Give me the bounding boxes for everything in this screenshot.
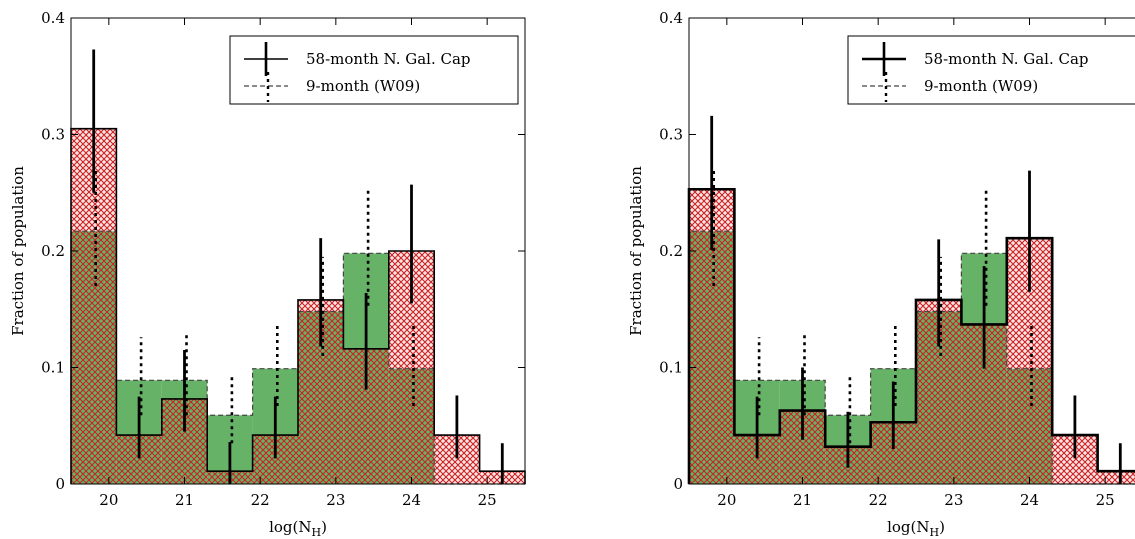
legend-label-observed: 58-month N. Gal. Cap (924, 50, 1089, 68)
overlap-bar-0 (71, 231, 117, 484)
overlap-bar-7 (388, 368, 435, 484)
observed-excess-bar-9 (1097, 471, 1135, 484)
y-tick-label-1: 0.1 (659, 359, 683, 377)
y-axis-label: Fraction of population (9, 166, 27, 336)
y-tick-label-3: 0.3 (41, 126, 65, 144)
x-tick-label-4: 24 (1020, 491, 1039, 509)
y-tick-label-4: 0.4 (659, 9, 683, 27)
x-tick-label-3: 23 (326, 491, 345, 509)
y-tick-label-3: 0.3 (659, 126, 683, 144)
overlap-bar-7 (1006, 368, 1053, 484)
legend-label-reference: 9-month (W09) (306, 77, 420, 95)
chart-panel-right: 0 0.1 0.2 0.3 0.4 20 21 22 23 24 25 log(NH) Fraction… (627, 9, 1135, 539)
x-tick-label-1: 21 (793, 491, 812, 509)
x-tick-label-2: 22 (251, 491, 270, 509)
y-tick-label-2: 0.2 (41, 242, 65, 260)
legend-box (847, 35, 1135, 105)
x-tick-label-0: 20 (717, 491, 736, 509)
x-tick-label-5: 25 (1096, 491, 1115, 509)
x-tick-label-2: 22 (869, 491, 888, 509)
chart-panel-left: 0 0.1 0.2 0.3 0.4 20 21 22 23 24 25 log(NH) Fraction… (9, 9, 526, 539)
overlap-bar-0 (689, 231, 735, 484)
x-tick-label-0: 20 (99, 491, 118, 509)
x-tick-label-4: 24 (402, 491, 421, 509)
y-tick-label-4: 0.4 (41, 9, 65, 27)
legend: 58-month N. Gal. Cap 9-month (W09) (229, 35, 519, 105)
y-tick-label-0: 0 (55, 475, 65, 493)
x-tick-label-3: 23 (944, 491, 963, 509)
legend-label-observed: 58-month N. Gal. Cap (306, 50, 471, 68)
y-tick-label-1: 0.1 (41, 359, 65, 377)
y-axis-label: Fraction of population (627, 166, 645, 336)
legend: 58-month N. Gal. Cap 9-month (W09) (847, 35, 1135, 105)
legend-label-reference: 9-month (W09) (924, 77, 1038, 95)
legend-box (229, 35, 519, 105)
x-tick-label-1: 21 (175, 491, 194, 509)
x-axis-label: log(NH) (269, 518, 327, 539)
x-tick-label-5: 25 (478, 491, 497, 509)
y-tick-label-2: 0.2 (659, 242, 683, 260)
y-tick-label-0: 0 (673, 475, 683, 493)
x-axis-label: log(NH) (887, 518, 945, 539)
